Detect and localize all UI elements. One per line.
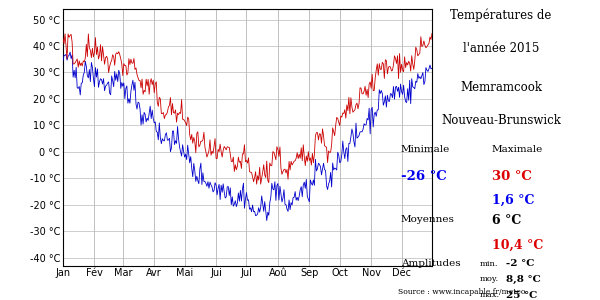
Text: Amplitudes: Amplitudes bbox=[401, 260, 460, 268]
Text: -26 °C: -26 °C bbox=[401, 169, 446, 182]
Text: -2 °C: -2 °C bbox=[506, 260, 534, 268]
Text: 30 °C: 30 °C bbox=[492, 169, 532, 182]
Text: l'année 2015: l'année 2015 bbox=[463, 42, 539, 55]
Text: min.: min. bbox=[480, 260, 499, 268]
Text: Températures de: Températures de bbox=[451, 9, 551, 22]
Text: Nouveau-Brunswick: Nouveau-Brunswick bbox=[441, 114, 561, 127]
Text: moy.: moy. bbox=[480, 275, 499, 283]
Text: Memramcook: Memramcook bbox=[460, 81, 542, 94]
Text: Maximale: Maximale bbox=[492, 146, 543, 154]
Text: 1,6 °C: 1,6 °C bbox=[492, 194, 535, 206]
Text: Minimale: Minimale bbox=[401, 146, 450, 154]
Text: Moyennes: Moyennes bbox=[401, 214, 455, 224]
Text: 8,8 °C: 8,8 °C bbox=[506, 275, 541, 284]
Text: 25 °C: 25 °C bbox=[506, 291, 537, 300]
Text: Source : www.incapable.fr/meteo: Source : www.incapable.fr/meteo bbox=[398, 288, 525, 296]
Text: 10,4 °C: 10,4 °C bbox=[492, 238, 544, 251]
Text: max.: max. bbox=[480, 291, 500, 299]
Text: 6 °C: 6 °C bbox=[492, 214, 521, 227]
